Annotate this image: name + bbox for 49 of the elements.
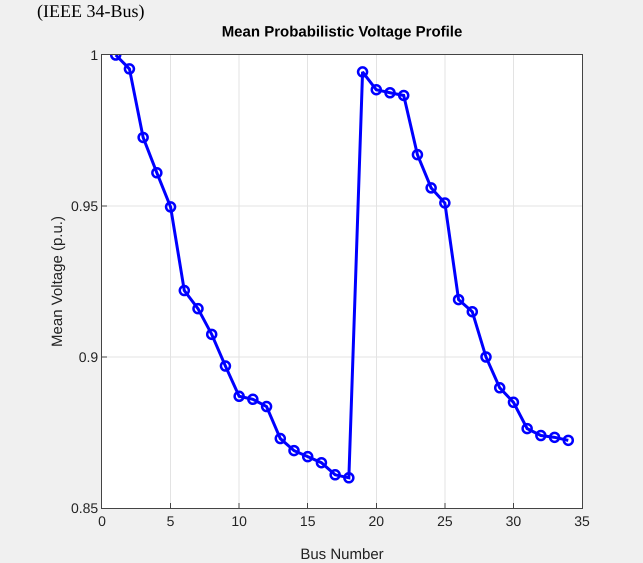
point [425, 182, 437, 194]
point [206, 328, 218, 340]
point [329, 469, 341, 481]
point [316, 456, 328, 468]
point [151, 167, 163, 179]
point [192, 302, 204, 314]
x-tick-label: 15 [300, 512, 316, 529]
point [508, 396, 520, 408]
y-tick-label: 1 [90, 46, 98, 63]
point [260, 400, 272, 412]
x-tick-label: 10 [231, 512, 248, 529]
point [384, 87, 396, 98]
point [356, 66, 368, 78]
x-tick-label: 30 [506, 512, 522, 529]
x-tick-label: 20 [368, 512, 384, 529]
point [535, 430, 547, 442]
point [220, 360, 232, 372]
point [452, 294, 464, 306]
point [548, 432, 560, 444]
point [233, 390, 245, 402]
point [398, 90, 410, 102]
x-tick-label: 25 [437, 512, 453, 529]
chart-title: Mean Probabilistic Voltage Profile [222, 24, 462, 41]
point [124, 63, 136, 75]
point [274, 432, 286, 444]
point [247, 394, 259, 406]
y-axis-title: Mean Voltage (p.u.) [49, 216, 66, 347]
point [494, 382, 506, 394]
x-tick-label: 0 [98, 512, 106, 529]
point [137, 132, 149, 144]
x-tick-label: 5 [166, 512, 175, 529]
point [480, 351, 492, 363]
x-tick-label: 35 [574, 512, 590, 529]
point [466, 306, 478, 318]
point [412, 148, 424, 160]
text: (IEEE 34-Bus) [37, 1, 144, 21]
y-tick-label: 0.95 [70, 198, 98, 214]
point [562, 434, 574, 446]
point [343, 472, 355, 484]
y-tick-label: 0.85 [70, 500, 98, 516]
point [164, 201, 176, 213]
point [370, 84, 382, 96]
point [439, 197, 451, 209]
point [288, 444, 300, 456]
point [302, 450, 314, 462]
point [178, 284, 190, 296]
x-axis-title: Bus Number [300, 546, 384, 563]
y-tick-label: 0.9 [78, 348, 98, 365]
point [521, 422, 533, 434]
